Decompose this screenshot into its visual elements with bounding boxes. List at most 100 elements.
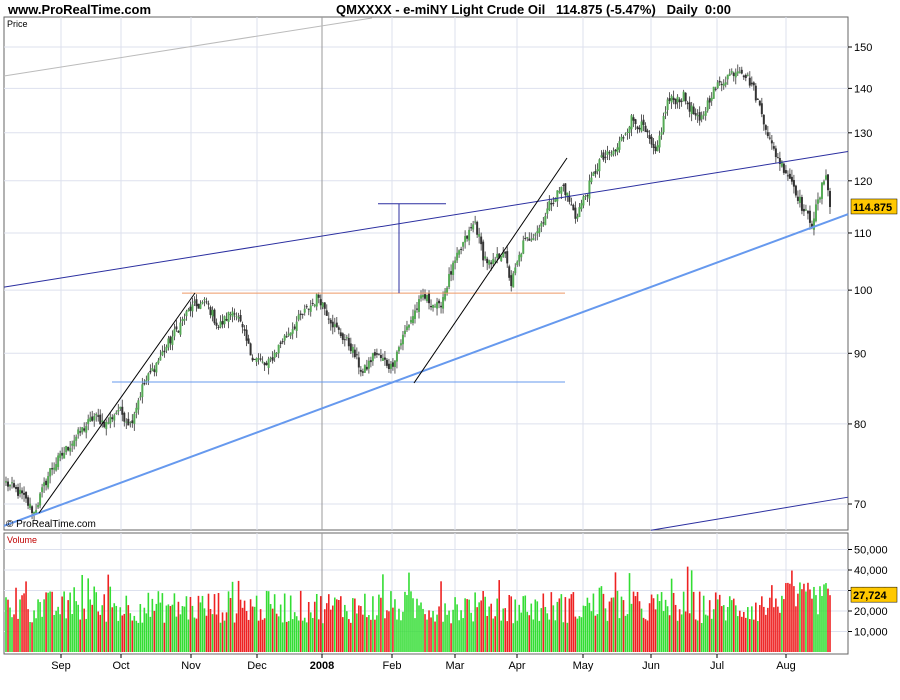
candle-body [271,357,274,361]
candle-body [179,322,182,335]
volume-bar [388,611,390,652]
candle-body [255,358,258,362]
candle-body [594,171,597,174]
volume-bar [722,605,725,652]
candle-body [640,121,643,132]
volume-bar [809,589,811,652]
volume-bar [253,606,256,652]
volume-bar [287,621,290,652]
candle-body [83,428,86,431]
volume-bar [476,607,478,652]
candle-body [331,321,334,328]
candle-body [458,250,461,255]
volume-bar [753,619,755,652]
site-link[interactable]: www.ProRealTime.com [8,2,152,17]
candle-body [586,195,589,197]
candle-body [624,133,627,135]
volume-bar [418,605,420,652]
volume-bar [640,608,643,652]
volume-bar [398,608,400,652]
volume-bar [277,616,280,652]
volume-bar [600,586,603,652]
candle-body [734,72,737,78]
volume-bar [191,605,194,652]
candle-body [397,347,400,352]
volume-bar [672,592,675,652]
candle-body [323,302,326,309]
candle-body [788,173,791,179]
volume-bar [450,623,452,652]
volume-bar [271,608,274,652]
volume-bar [89,599,92,652]
upper-long-line [3,17,373,77]
lower-channel-line [650,496,849,531]
candle-body [744,74,747,78]
candle-body [109,416,112,424]
volume-bar [195,618,198,652]
volume-bar [558,598,561,652]
volume-bar [498,580,500,652]
volume-bar [728,596,731,652]
volume-bar [572,592,575,652]
volume-bar [127,605,130,652]
volume-bar [33,610,35,652]
volume-bar [410,591,412,652]
volume-bar [718,594,721,652]
volume-bar [265,590,268,652]
volume-bar [775,598,777,652]
volume-bar [773,607,775,652]
volume-bar [189,596,192,652]
volume-bar [303,617,306,652]
volume-bar [311,617,314,652]
candle-body [804,209,807,211]
candle-body [233,313,236,315]
volume-bar [724,620,727,652]
volume-bar [356,613,358,652]
volume-bar [560,594,563,652]
candle-body [620,136,623,141]
volume-bar [688,613,691,652]
volume-bar [71,613,73,652]
candle-body [660,132,663,135]
volume-bar [734,605,737,652]
volume-bar [714,592,717,652]
volume-bar [133,615,136,652]
volume-bars [5,566,831,652]
candle-body [275,353,278,355]
candle-body [181,319,184,322]
volume-bar [530,603,533,652]
candle-body [391,362,394,367]
volume-bar [153,610,156,652]
candle-body [504,251,507,254]
candle-body [371,353,374,362]
candle-body [810,223,813,227]
candle-body [241,324,244,328]
volume-bar [352,598,354,652]
candle-body [526,236,529,238]
volume-bar [348,619,350,652]
candle-body [622,137,625,139]
candle-body [516,261,519,265]
candle-body [460,248,463,250]
candle-body [708,98,711,103]
candle-body [432,304,435,308]
candle-body [293,326,296,329]
candle-body [626,131,629,133]
candle-body [249,343,252,356]
candle-body [103,421,106,428]
candle-body [173,329,176,337]
candle-body [452,262,455,276]
candle-body [508,266,511,278]
volume-bar [23,593,25,652]
volume-bar [821,595,823,652]
candle-body [704,110,707,116]
volume-bar [333,597,336,652]
candle-body [600,155,603,158]
candle-body [562,184,565,186]
candle-body [500,256,503,262]
candle-body [203,299,206,301]
chart-header: www.ProRealTime.com QMXXXX - e-miNY Ligh… [0,0,900,18]
volume-bar [644,619,647,652]
candle-body [420,295,423,299]
